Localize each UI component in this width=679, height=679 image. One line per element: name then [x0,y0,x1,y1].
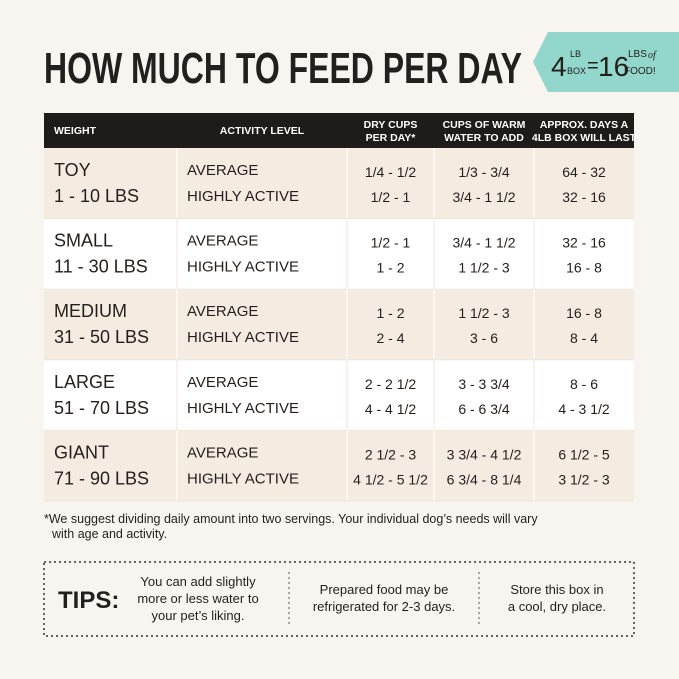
weight-range: 31 - 50 LBS [54,327,149,347]
header-cell: WEIGHT [54,125,97,137]
weight-range: 1 - 10 LBS [54,186,139,206]
cell-value: 1 1/2 - 3 [458,305,510,321]
banner-unit: of [648,50,657,61]
cell-value: 3/4 - 1 1/2 [452,189,515,205]
tip-text: You can add slightly [140,574,256,589]
cell-value: 3/4 - 1 1/2 [452,235,515,251]
title: HOW MUCH TO FEED PER DAY [44,44,522,93]
banner-unit: FOOD! [624,66,656,77]
cell-value: 3 - 6 [470,330,498,346]
tip-text: your pet’s liking. [152,608,245,623]
cell-value: 6 1/2 - 5 [558,446,610,462]
cell-value: 1/2 - 1 [371,235,411,251]
banner-number: 16 [598,51,629,82]
size-label: MEDIUM [54,301,127,321]
size-label: SMALL [54,231,113,251]
banner-unit: LBS [628,49,647,60]
banner-unit: BOX [567,66,586,76]
banner-number: 4 [551,51,567,82]
tip-text: Store this box in [510,582,603,597]
header-cell: PER DAY* [366,132,417,144]
cell-value: 3 - 3 3/4 [458,376,510,392]
header-cell: ACTIVITY LEVEL [220,125,305,137]
cell-value: 2 - 4 [376,330,404,346]
cell-value: 2 - 2 1/2 [365,376,417,392]
size-label: TOY [54,160,91,180]
table-row-bg [44,359,634,431]
footnote: *We suggest dividing daily amount into t… [44,512,538,526]
table-header-bg [44,113,634,148]
activity: HIGHLY ACTIVE [187,400,299,417]
cell-value: 1/3 - 3/4 [458,164,510,180]
cell-value: 8 - 6 [570,376,598,392]
size-label: GIANT [54,442,109,462]
activity: HIGHLY ACTIVE [187,188,299,205]
tip-text: a cool, dry place. [508,599,606,614]
cell-value: 4 - 4 1/2 [365,401,417,417]
cell-value: 1 1/2 - 3 [458,260,510,276]
header-cell: DRY CUPS [364,119,418,131]
cell-value: 3 1/2 - 3 [558,471,610,487]
size-label: LARGE [54,372,115,392]
footnote: with age and activity. [51,527,167,541]
header-cell: CUPS OF WARM [443,119,526,131]
tips-box [43,561,635,637]
banner [533,32,679,92]
activity: AVERAGE [187,444,258,461]
activity: HIGHLY ACTIVE [187,329,299,346]
cell-value: 2 1/2 - 3 [365,446,417,462]
activity: AVERAGE [187,303,258,320]
cell-value: 1 - 2 [376,260,404,276]
cell-value: 1/4 - 1/2 [365,164,417,180]
cell-value: 16 - 8 [566,260,602,276]
cell-value: 32 - 16 [562,235,606,251]
tip-text: Prepared food may be [320,582,449,597]
weight-range: 11 - 30 LBS [54,257,148,277]
cell-value: 3 3/4 - 4 1/2 [447,446,522,462]
table-row-bg [44,430,634,501]
activity: HIGHLY ACTIVE [187,259,299,276]
table-row-bg [44,218,634,290]
activity: AVERAGE [187,374,258,391]
cell-value: 1/2 - 1 [371,189,411,205]
weight-range: 71 - 90 LBS [54,468,149,488]
tip-text: refrigerated for 2-3 days. [313,599,455,614]
cell-value: 8 - 4 [570,330,598,346]
cell-value: 16 - 8 [566,305,602,321]
cell-value: 64 - 32 [562,164,606,180]
header-cell: WATER TO ADD [444,132,524,144]
activity: HIGHLY ACTIVE [187,470,299,487]
weight-range: 51 - 70 LBS [54,398,149,418]
cell-value: 1 - 2 [376,305,404,321]
cell-value: 6 - 6 3/4 [458,401,510,417]
tip-text: more or less water to [137,591,258,606]
banner-equals: = [587,55,599,77]
activity: AVERAGE [187,162,258,179]
cell-value: 4 1/2 - 5 1/2 [353,471,428,487]
header-cell: 4LB BOX WILL LAST [532,132,637,144]
cell-value: 4 - 3 1/2 [558,401,610,417]
header-cell: APPROX. DAYS A [540,119,629,131]
tips-label: TIPS: [58,587,119,614]
cell-value: 6 3/4 - 8 1/4 [447,471,522,487]
table-row-bg [44,289,634,360]
cell-value: 32 - 16 [562,189,606,205]
table-row-bg [44,148,634,219]
activity: AVERAGE [187,233,258,250]
banner-unit: LB [570,49,581,59]
